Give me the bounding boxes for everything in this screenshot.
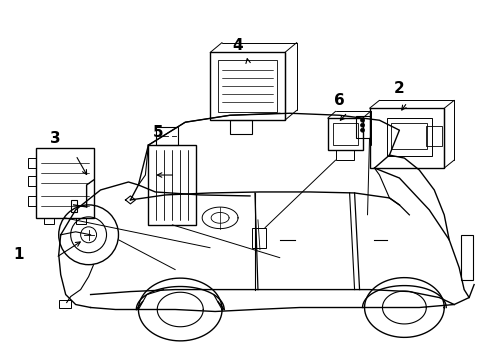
Bar: [369, 108, 444, 168]
Bar: [210, 53, 285, 120]
Bar: [230, 120, 252, 134]
Bar: [44, 218, 54, 224]
Bar: [426, 126, 442, 146]
Text: 3: 3: [50, 131, 61, 146]
Text: 2: 2: [394, 81, 405, 96]
Bar: [388, 118, 432, 156]
Bar: [333, 123, 358, 145]
Text: 1: 1: [14, 247, 24, 262]
Text: 6: 6: [334, 93, 345, 108]
Bar: [218, 60, 277, 112]
Bar: [28, 176, 36, 186]
Bar: [356, 116, 369, 138]
Bar: [156, 127, 178, 145]
Circle shape: [361, 118, 365, 122]
Bar: [461, 235, 473, 280]
Bar: [59, 300, 71, 307]
Bar: [28, 158, 36, 168]
Bar: [28, 196, 36, 206]
Bar: [336, 150, 354, 160]
Text: 5: 5: [153, 125, 164, 140]
Circle shape: [361, 128, 365, 132]
Bar: [71, 200, 76, 212]
Bar: [252, 228, 266, 248]
Bar: [148, 145, 196, 225]
Bar: [392, 123, 427, 149]
Text: 4: 4: [233, 38, 244, 53]
Bar: [328, 118, 363, 150]
Bar: [75, 218, 86, 224]
Bar: [36, 148, 94, 218]
Circle shape: [361, 123, 365, 127]
